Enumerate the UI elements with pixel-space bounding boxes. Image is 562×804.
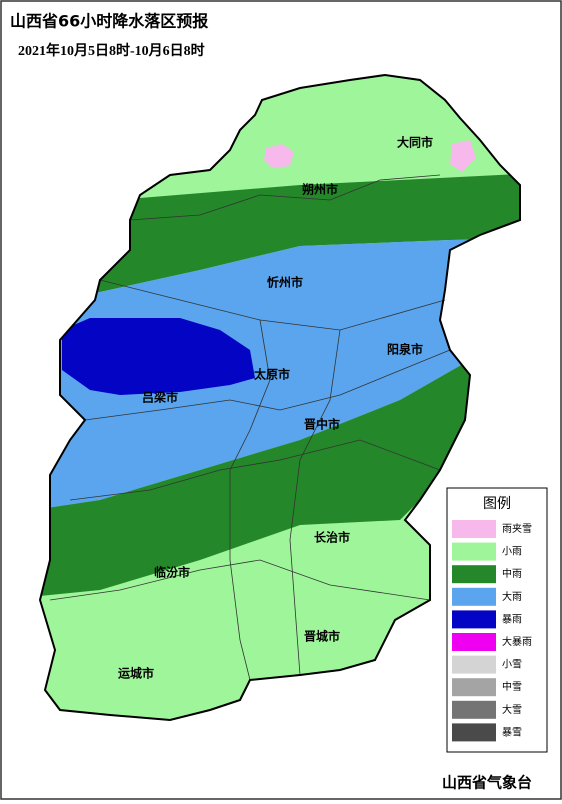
legend-swatch xyxy=(452,633,496,651)
city-label: 朔州市 xyxy=(302,182,338,197)
legend-swatch xyxy=(452,542,496,561)
area-rainstorm xyxy=(62,318,255,395)
legend-label: 大雨 xyxy=(502,590,522,603)
legend-label: 大雪 xyxy=(502,703,522,716)
boundary xyxy=(84,349,451,421)
city-label: 大同市 xyxy=(397,135,433,150)
title: 山西省66小时降水落区预报 xyxy=(10,12,208,31)
legend-label: 雨夹雪 xyxy=(502,522,532,535)
legend-swatch xyxy=(452,610,496,629)
boundary xyxy=(289,329,341,676)
area-sleet xyxy=(264,144,294,168)
city-label: 晋中市 xyxy=(304,417,340,432)
city-label: 太原市 xyxy=(254,367,290,382)
legend-label: 小雨 xyxy=(502,546,522,558)
city-label: 运城市 xyxy=(118,666,154,681)
boundaries xyxy=(49,174,451,681)
boundary xyxy=(49,559,431,601)
area-moderate-rain xyxy=(40,172,520,305)
city-label: 忻州市 xyxy=(267,275,303,290)
legend-label: 中雨 xyxy=(502,567,522,580)
legend-label: 大暴雨 xyxy=(502,635,532,648)
city-label: 长治市 xyxy=(314,530,350,545)
area-sleet xyxy=(450,140,476,172)
boundary xyxy=(69,439,441,501)
legend-swatch xyxy=(452,723,496,742)
subtitle: 2021年10月5日8时-10月6日8时 xyxy=(18,42,205,59)
footer: 山西省气象台 xyxy=(442,774,532,792)
area-moderate-rain xyxy=(40,340,520,600)
legend-swatch xyxy=(452,520,496,538)
boundary xyxy=(229,319,271,681)
legend-label: 中雪 xyxy=(502,680,522,693)
legend-swatch xyxy=(452,587,496,606)
legend-swatch xyxy=(452,565,496,584)
city-label: 临汾市 xyxy=(154,565,190,580)
legend-title: 图例 xyxy=(483,496,511,512)
legend-label: 暴雪 xyxy=(502,726,522,738)
legend-swatch xyxy=(452,700,496,719)
city-label: 晋城市 xyxy=(304,629,340,644)
boundary xyxy=(129,174,441,221)
city-label: 阳泉市 xyxy=(387,342,423,357)
legend-label: 小雪 xyxy=(502,659,522,671)
legend-swatch xyxy=(452,655,496,674)
city-label: 吕梁市 xyxy=(142,390,178,405)
legend-label: 暴雨 xyxy=(502,613,522,625)
legend-swatch xyxy=(452,678,496,697)
